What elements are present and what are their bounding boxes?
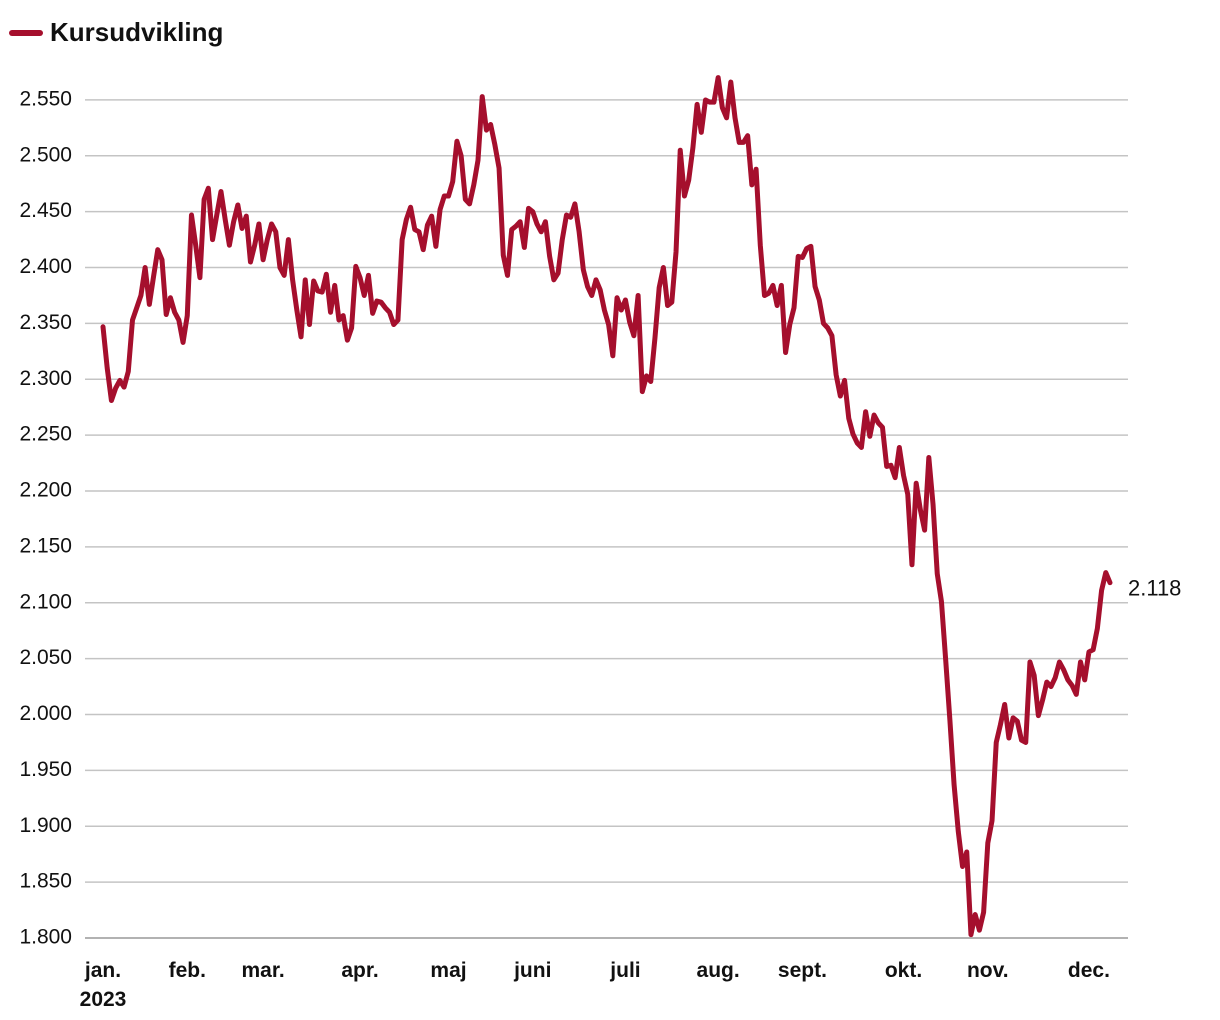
y-tick-label: 1.850 bbox=[19, 870, 72, 893]
y-tick-label: 2.000 bbox=[19, 702, 72, 725]
y-tick-label: 2.500 bbox=[19, 143, 72, 166]
y-tick-label: 2.200 bbox=[19, 479, 72, 502]
x-tick-label: aug. bbox=[696, 959, 740, 982]
y-tick-label: 2.050 bbox=[19, 646, 72, 669]
x-tick-label: juli bbox=[610, 959, 641, 982]
legend-label: Kursudvikling bbox=[50, 17, 223, 47]
x-tick-label: dec. bbox=[1067, 959, 1110, 982]
x-tick-label: apr. bbox=[341, 959, 379, 982]
x-tick-label: mar. bbox=[241, 959, 285, 982]
y-tick-label: 2.300 bbox=[19, 367, 72, 390]
y-tick-label: 2.550 bbox=[19, 87, 72, 110]
x-tick-label: feb. bbox=[168, 959, 206, 982]
price-line bbox=[100, 75, 1113, 938]
x-tick-label: nov. bbox=[966, 959, 1009, 982]
x-tick-label: okt. bbox=[884, 959, 923, 982]
value-label: 2.118 bbox=[1128, 575, 1181, 600]
y-tick-label: 2.150 bbox=[19, 534, 72, 557]
x-tick-label: jan. 2023 bbox=[79, 959, 127, 1011]
x-tick-label: juni bbox=[514, 959, 552, 982]
y-tick-label: 2.350 bbox=[19, 311, 72, 334]
y-tick-label: 1.800 bbox=[19, 926, 72, 949]
y-tick-label: 2.400 bbox=[19, 255, 72, 278]
y-tick-label: 2.100 bbox=[19, 590, 72, 613]
y-tick-label: 2.250 bbox=[19, 423, 72, 446]
x-tick-label: maj bbox=[430, 959, 467, 982]
y-tick-label: 1.950 bbox=[19, 758, 72, 781]
x-tick-label: sept. bbox=[777, 959, 827, 982]
y-tick-label: 2.450 bbox=[19, 199, 72, 222]
y-tick-label: 1.900 bbox=[19, 814, 72, 837]
